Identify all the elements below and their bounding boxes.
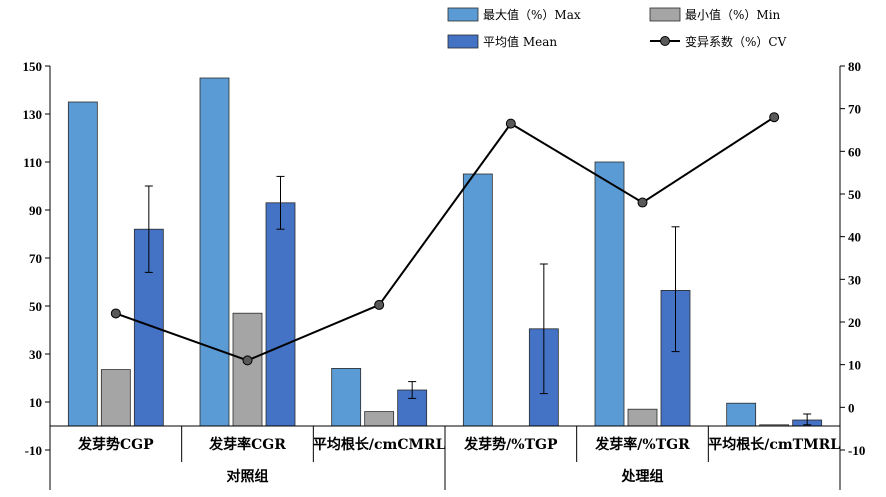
group-label: 对照组 [227,468,269,485]
category-label: 发芽势CGP [77,436,154,453]
left-tick-label: 50 [29,299,42,314]
left-tick-label: 130 [23,107,43,122]
cv-point [505,118,516,129]
category-label: 发芽率/%TGR [594,436,690,453]
category-label: 平均根长/cmCMRL [313,436,446,453]
cv-line [110,112,780,366]
right-tick-label: 30 [848,272,861,287]
legend-swatch [447,7,479,22]
legend-swatch [447,34,479,49]
category-label: 发芽势/%TGP [463,436,558,453]
category-label: 平均根长/cmTMRL [708,436,840,453]
cv-point [374,299,385,310]
right-tick-label: 70 [848,102,861,117]
cv-polyline [115,116,775,362]
legend-label: 最大值（%）Max [483,7,581,22]
right-tick-label: 60 [848,144,861,159]
cv-point [637,197,648,208]
bars [67,77,823,427]
left-tick-label: 70 [29,251,42,266]
category-label: 发芽率CGR [208,436,286,453]
legend-label: 变异系数（%）CV [685,34,787,49]
right-tick-label: -10 [848,443,865,458]
right-tick-label: 50 [848,187,861,202]
max-bar [726,402,757,427]
right-tick-label: 0 [848,400,855,415]
left-tick-label: 90 [29,203,42,218]
right-y-axis: -10 0 10 20 30 40 50 60 70 80 [839,59,865,458]
x-axis: 发芽势CGP 发芽率CGR 平均根长/cmCMRL 发芽势/%TGP 发芽率/%TGR 平… [49,425,841,490]
min-bar [232,312,263,427]
legend-swatch [649,7,681,22]
max-bar [462,173,493,427]
max-bar [331,367,362,427]
min-bar [364,411,395,427]
min-bar [100,369,131,427]
left-tick-label: 30 [29,347,42,362]
right-tick-label: 10 [848,358,861,373]
right-tick-label: 40 [848,230,861,245]
group-label: 处理组 [621,468,664,485]
max-bar [199,77,230,427]
left-tick-label: 10 [29,395,42,410]
left-tick-label: 110 [23,155,42,170]
max-bar [67,101,98,427]
cv-point [769,112,780,123]
min-bar [627,408,658,427]
legend-label: 最小值（%）Min [685,7,781,22]
cv-point [242,355,253,366]
error-bars [144,175,812,426]
left-tick-label: -10 [25,443,42,458]
left-tick-label: 150 [23,59,43,74]
mean-bar [265,202,296,427]
legend-marker [660,36,670,46]
legend-label: 平均值 Mean [483,34,557,49]
right-tick-label: 80 [848,59,861,74]
max-bar [594,161,625,427]
left-y-axis: -10 10 30 50 70 90 110 130 150 [23,59,51,458]
cv-point [110,308,121,319]
legend: 最大值（%）Max 最小值（%）Min 平均值 Mean 变异系数（%）CV [447,7,787,49]
right-tick-label: 20 [848,315,861,330]
